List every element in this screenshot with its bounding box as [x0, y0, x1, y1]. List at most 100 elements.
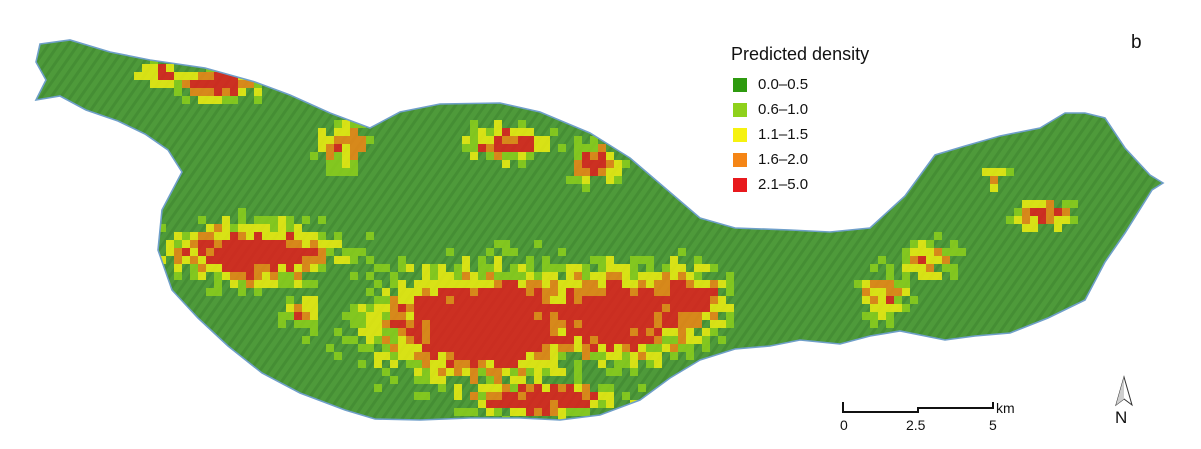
density-cell — [406, 344, 414, 352]
density-cell — [638, 288, 646, 296]
density-cell — [222, 224, 230, 232]
density-cell — [654, 352, 662, 360]
density-cell — [494, 392, 502, 400]
density-cell — [526, 264, 534, 272]
density-cell — [478, 336, 486, 344]
density-cell — [398, 280, 406, 288]
density-cell — [470, 320, 478, 328]
density-cell — [414, 328, 422, 336]
density-cell — [302, 336, 310, 344]
density-cell — [286, 248, 294, 256]
density-cell — [438, 360, 446, 368]
density-cell — [150, 72, 158, 80]
density-cell — [198, 96, 206, 104]
density-cell — [542, 288, 550, 296]
legend-swatch — [733, 152, 747, 167]
density-cell — [462, 312, 470, 320]
density-cell — [406, 288, 414, 296]
density-cell — [446, 304, 454, 312]
density-cell — [494, 272, 502, 280]
density-cell — [254, 272, 262, 280]
density-cell — [718, 336, 726, 344]
density-cell — [454, 336, 462, 344]
density-cell — [870, 280, 878, 288]
density-cell — [486, 320, 494, 328]
density-cell — [582, 312, 590, 320]
density-cell — [318, 128, 326, 136]
density-cell — [446, 360, 454, 368]
density-cell — [382, 344, 390, 352]
density-cell — [270, 232, 278, 240]
density-cell — [622, 288, 630, 296]
density-cell — [718, 304, 726, 312]
density-cell — [190, 80, 198, 88]
density-cell — [526, 304, 534, 312]
density-cell — [190, 240, 198, 248]
density-cell — [366, 288, 374, 296]
density-cell — [382, 336, 390, 344]
density-cell — [630, 336, 638, 344]
density-cell — [870, 304, 878, 312]
density-cell — [542, 256, 550, 264]
density-cell — [582, 272, 590, 280]
density-cell — [870, 320, 878, 328]
density-cell — [310, 152, 318, 160]
density-cell — [382, 264, 390, 272]
density-cell — [542, 408, 550, 416]
density-cell — [542, 392, 550, 400]
density-cell — [510, 272, 518, 280]
density-cell — [206, 232, 214, 240]
density-cell — [542, 360, 550, 368]
density-cell — [678, 320, 686, 328]
density-cell — [662, 328, 670, 336]
density-cell — [286, 304, 294, 312]
density-cell — [230, 256, 238, 264]
density-cell — [622, 328, 630, 336]
legend-label: 1.1–1.5 — [758, 126, 809, 143]
density-cell — [622, 320, 630, 328]
density-cell — [494, 352, 502, 360]
density-cell — [438, 288, 446, 296]
density-cell — [254, 72, 262, 80]
density-cell — [950, 272, 958, 280]
density-cell — [590, 304, 598, 312]
density-cell — [414, 304, 422, 312]
density-cell — [574, 320, 582, 328]
density-cell — [502, 360, 510, 368]
density-cell — [342, 152, 350, 160]
density-cell — [582, 328, 590, 336]
density-cell — [510, 384, 518, 392]
density-cell — [646, 320, 654, 328]
density-cell — [534, 344, 542, 352]
density-cell — [406, 336, 414, 344]
density-cell — [686, 304, 694, 312]
density-cell — [294, 232, 302, 240]
density-cell — [390, 352, 398, 360]
density-cell — [446, 288, 454, 296]
density-cell — [582, 384, 590, 392]
density-cell — [430, 264, 438, 272]
density-cell — [990, 184, 998, 192]
density-cell — [926, 256, 934, 264]
density-cell — [1062, 200, 1070, 208]
density-cell — [494, 320, 502, 328]
density-cell — [486, 288, 494, 296]
density-cell — [470, 296, 478, 304]
density-cell — [214, 232, 222, 240]
density-cell — [598, 392, 606, 400]
density-cell — [542, 304, 550, 312]
density-cell — [510, 312, 518, 320]
density-cell — [622, 296, 630, 304]
density-cell — [670, 344, 678, 352]
density-cell — [486, 408, 494, 416]
density-cell — [430, 344, 438, 352]
density-cell — [870, 264, 878, 272]
density-cell — [414, 368, 422, 376]
density-cell — [286, 272, 294, 280]
density-cell — [894, 288, 902, 296]
density-cell — [438, 368, 446, 376]
density-cell — [270, 280, 278, 288]
density-cell — [606, 264, 614, 272]
density-cell — [422, 360, 430, 368]
density-cell — [526, 136, 534, 144]
